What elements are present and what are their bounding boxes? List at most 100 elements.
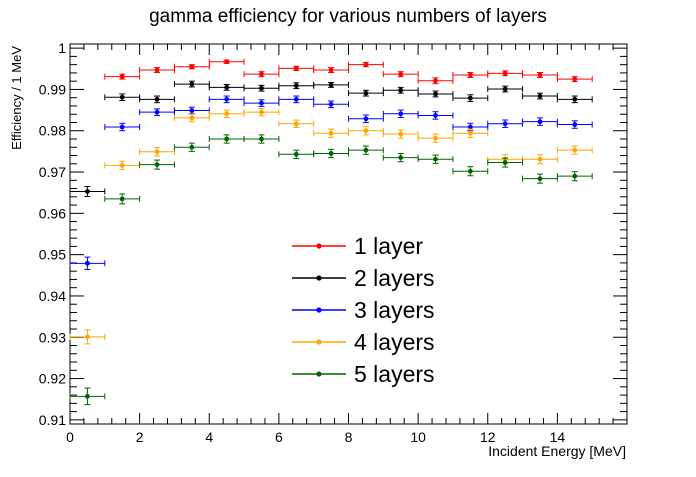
data-point [119, 196, 125, 202]
data-point [433, 113, 438, 118]
y-tick-label: 0.92 [39, 371, 66, 387]
data-point [467, 130, 473, 136]
data-point [224, 84, 230, 90]
data-point [154, 96, 160, 102]
data-point [119, 163, 125, 168]
legend: 1 layer 2 layers 3 layers 4 layers 5 layers [292, 233, 435, 387]
data-point [189, 64, 195, 70]
data-point [398, 71, 404, 77]
y-tick-label: 0.95 [39, 247, 66, 263]
data-point [85, 393, 90, 399]
data-point [189, 115, 195, 121]
data-point [293, 151, 299, 157]
data-point [189, 108, 195, 113]
legend-swatch-marker [316, 371, 322, 377]
data-point [502, 70, 508, 76]
data-point [293, 83, 299, 89]
y-tick-label: 0.96 [39, 205, 66, 221]
data-point [433, 135, 438, 141]
y-axis: 0.91 0.92 0.93 0.94 0.95 0.96 0.97 0.98 0.99 1 [39, 40, 627, 428]
x-tick-label: 2 [136, 429, 144, 445]
data-point [224, 96, 230, 102]
data-point [537, 119, 543, 125]
data-point [85, 260, 90, 266]
data-point [502, 121, 508, 127]
y-tick-label: 0.99 [39, 81, 66, 97]
y-tick-label: 0.94 [39, 288, 66, 304]
x-tick-label: 6 [275, 429, 283, 445]
data-point [154, 109, 160, 115]
data-point [502, 86, 508, 92]
data-point [328, 151, 334, 156]
data-point [293, 96, 299, 102]
x-tick-label: 4 [205, 429, 213, 445]
series-3 [69, 95, 593, 271]
data-point [572, 122, 578, 127]
x-tick-label: 0 [66, 429, 74, 445]
data-point [328, 82, 334, 88]
plot-border [69, 43, 628, 425]
data-point [189, 144, 195, 150]
legend-entry: 1 layer [292, 233, 423, 259]
data-point [572, 147, 578, 153]
y-tick-label: 0.97 [39, 164, 66, 180]
legend-entry: 5 layers [292, 361, 435, 387]
data-point [293, 65, 299, 71]
data-point [259, 71, 264, 77]
legend-entry: 4 layers [292, 329, 435, 355]
y-axis-label: Efficiency / 1 MeV [9, 46, 24, 150]
data-point [85, 334, 90, 340]
data-point [224, 59, 230, 65]
data-point [467, 95, 473, 101]
y-tick-label: 1 [58, 40, 66, 56]
x-tick-label: 10 [410, 429, 426, 445]
legend-entry: 2 layers [292, 265, 435, 291]
data-point [572, 173, 578, 179]
data-point [537, 72, 543, 78]
data-point [433, 91, 438, 97]
data-point [328, 67, 334, 73]
data-point [224, 111, 230, 117]
y-tick-label: 0.98 [39, 123, 66, 139]
series-layer [69, 58, 593, 406]
legend-label: 2 layers [354, 265, 435, 291]
x-tick-label: 8 [345, 429, 353, 445]
x-axis-label: Incident Energy [MeV] [488, 443, 626, 459]
legend-entry: 3 layers [292, 297, 435, 323]
x-axis: 0 2 4 6 8 10 12 14 [66, 44, 628, 445]
data-point [154, 149, 160, 155]
data-point [398, 87, 404, 93]
data-point [259, 85, 264, 91]
data-point [502, 160, 508, 165]
data-point [572, 96, 578, 102]
data-point [467, 72, 473, 78]
legend-label: 3 layers [354, 297, 435, 323]
data-point [259, 136, 264, 142]
series-4 [69, 107, 593, 345]
legend-swatch-marker [316, 275, 322, 281]
data-point [433, 78, 438, 84]
data-point [363, 62, 369, 68]
legend-swatch-marker [316, 307, 322, 313]
data-point [572, 76, 578, 82]
data-point [398, 155, 404, 160]
series-5 [69, 134, 593, 406]
data-point [398, 131, 404, 137]
data-point [119, 124, 125, 130]
y-tick-label: 0.93 [39, 329, 66, 345]
data-point [537, 93, 543, 99]
x-tick-label: 12 [480, 429, 496, 445]
data-point [328, 130, 334, 136]
data-point [119, 94, 125, 100]
data-point [363, 147, 369, 153]
data-point [398, 111, 404, 117]
data-point [85, 189, 90, 194]
data-point [224, 136, 230, 142]
legend-swatch-marker [316, 243, 322, 249]
data-point [293, 121, 299, 127]
data-point [363, 116, 369, 122]
data-point [537, 176, 543, 182]
x-tick-label: 14 [550, 429, 566, 445]
